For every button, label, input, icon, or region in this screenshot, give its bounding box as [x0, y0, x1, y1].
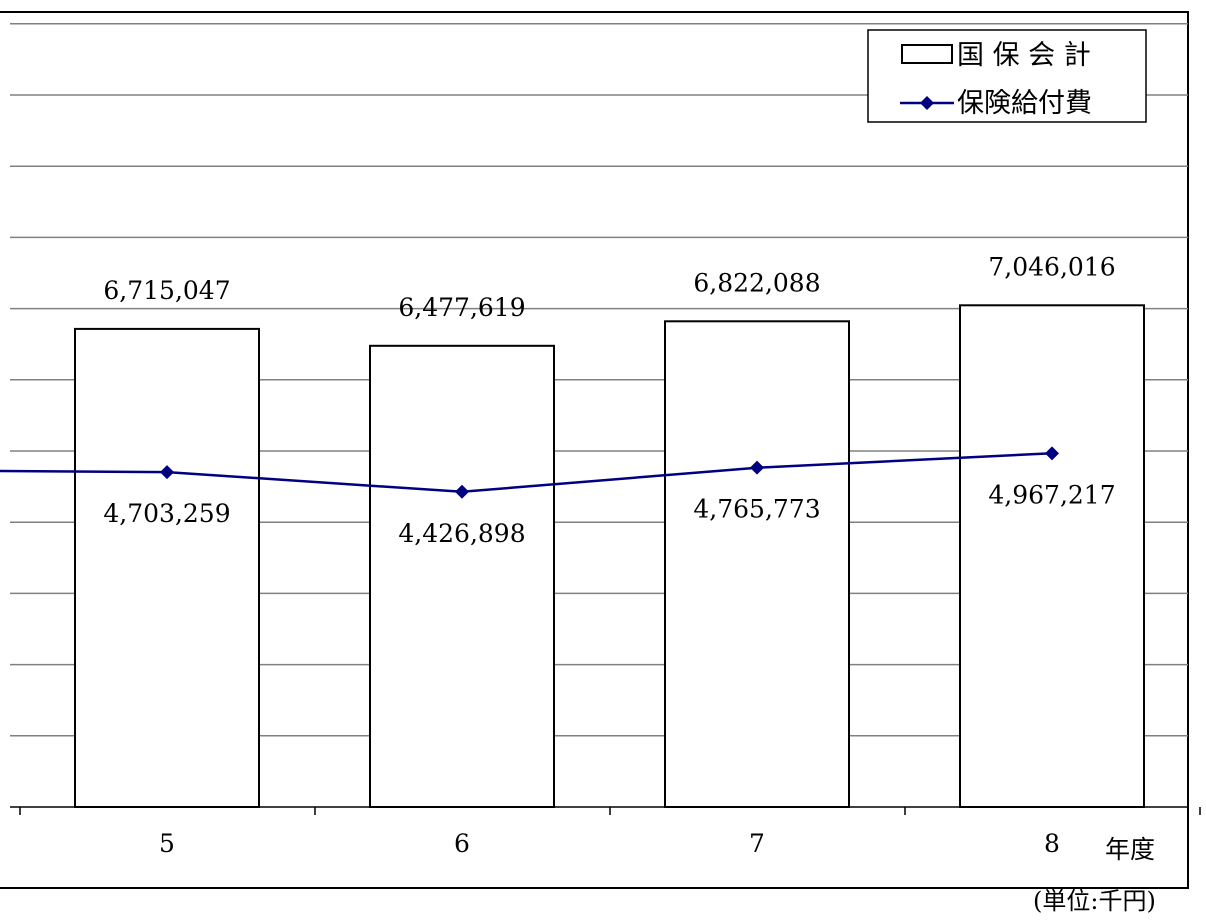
unit-note: (単位:千円) — [1033, 887, 1156, 915]
line-value-label: 4,703,259 — [103, 499, 230, 528]
line-value-label: 4,426,898 — [398, 519, 525, 548]
bar-value-label: 6,715,047 — [103, 276, 230, 305]
bar-value-label: 6,477,619 — [398, 293, 525, 322]
x-tick-label: 7 — [749, 829, 765, 858]
tick-layer: 5 6 7 8 — [159, 829, 1060, 858]
legend-bar-label: 国 保 会 計 — [957, 40, 1091, 71]
legend-line-marker — [920, 96, 934, 110]
x-tick-label: 8 — [1044, 829, 1060, 858]
line-marker — [455, 484, 469, 499]
bar — [664, 320, 850, 808]
plot-frame — [0, 11, 1189, 889]
bar-value-label: 6,822,088 — [693, 268, 820, 297]
legend-line-label: 保険給付費 — [957, 88, 1092, 119]
legend-bar-swatch — [901, 44, 953, 64]
line-marker — [1045, 446, 1059, 461]
line-layer — [0, 446, 1059, 499]
x-tick-label: 5 — [159, 829, 175, 858]
bar — [369, 344, 555, 808]
x-axis-label: 年度 — [1105, 835, 1155, 864]
label-layer: 6,715,047 6,477,619 6,822,088 7,046,016 4,70… — [103, 252, 1115, 548]
bar-layer — [74, 304, 1145, 808]
bar-value-label: 7,046,016 — [988, 252, 1115, 281]
bar — [74, 327, 260, 808]
line-marker — [750, 460, 764, 475]
legend: 国 保 会 計 保険給付費 — [867, 29, 1147, 123]
line-value-label: 4,967,217 — [988, 480, 1115, 509]
bar — [959, 304, 1145, 808]
x-tick-label: 6 — [454, 829, 470, 858]
line-value-label: 4,765,773 — [693, 495, 820, 524]
axis-layer — [10, 806, 1201, 815]
line-marker — [160, 465, 174, 480]
